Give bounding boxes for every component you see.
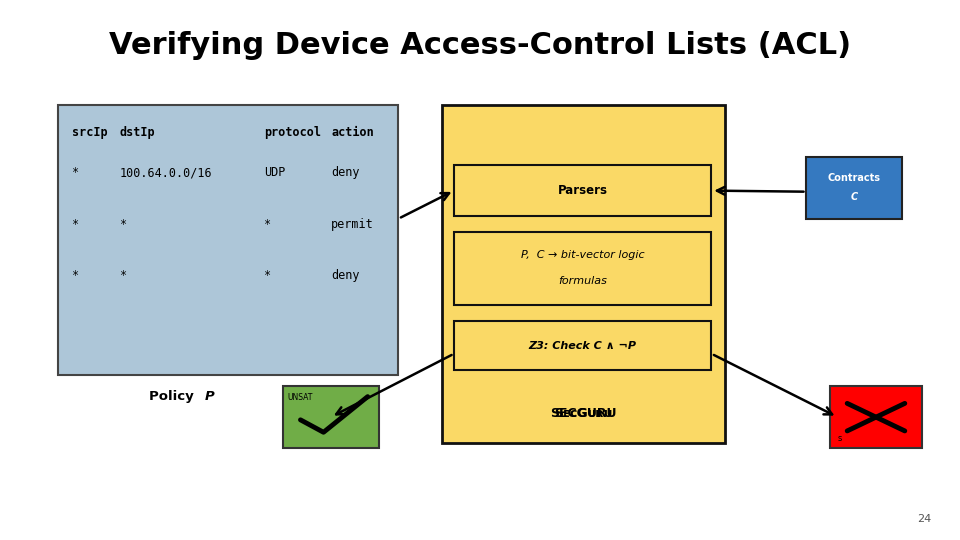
Bar — [454, 321, 711, 370]
Text: *: * — [264, 218, 271, 231]
Text: Parsers: Parsers — [558, 184, 608, 197]
Text: srcIp: srcIp — [72, 126, 108, 139]
Text: 24: 24 — [917, 514, 931, 524]
Bar — [454, 165, 711, 216]
Text: C: C — [851, 192, 858, 202]
Text: formulas: formulas — [559, 275, 607, 286]
Text: 100.64.0.0/16: 100.64.0.0/16 — [120, 166, 212, 179]
Text: *: * — [120, 218, 127, 231]
Text: P,  C → bit-vector logic: P, C → bit-vector logic — [521, 250, 644, 260]
Text: Z3: Check C ∧ ¬P: Z3: Check C ∧ ¬P — [529, 341, 636, 350]
Bar — [830, 386, 922, 448]
Text: deny: deny — [331, 166, 360, 179]
Text: deny: deny — [331, 269, 360, 282]
Text: protocol: protocol — [264, 126, 321, 139]
Text: Contracts: Contracts — [828, 173, 881, 183]
Text: Verifying Device Access-Control Lists (ACL): Verifying Device Access-Control Lists (A… — [108, 31, 852, 60]
Bar — [283, 386, 379, 448]
Text: *: * — [264, 269, 271, 282]
Text: UDP: UDP — [264, 166, 285, 179]
Bar — [454, 232, 711, 305]
Text: dstIp: dstIp — [120, 126, 156, 139]
Text: action: action — [331, 126, 374, 139]
Text: SᴇᴄGᴜʀᴜ: SᴇᴄGᴜʀᴜ — [554, 407, 612, 420]
Text: *: * — [72, 166, 79, 179]
Text: *: * — [72, 218, 79, 231]
Text: Policy: Policy — [149, 390, 198, 403]
Text: permit: permit — [331, 218, 374, 231]
Bar — [806, 157, 902, 219]
Bar — [442, 105, 725, 443]
Text: UNSAT: UNSAT — [287, 393, 312, 402]
Bar — [58, 105, 398, 375]
Text: *: * — [72, 269, 79, 282]
Text: *: * — [120, 269, 127, 282]
Text: s: s — [838, 434, 843, 443]
Text: P: P — [204, 390, 214, 403]
Text: SECGURU: SECGURU — [550, 407, 616, 420]
